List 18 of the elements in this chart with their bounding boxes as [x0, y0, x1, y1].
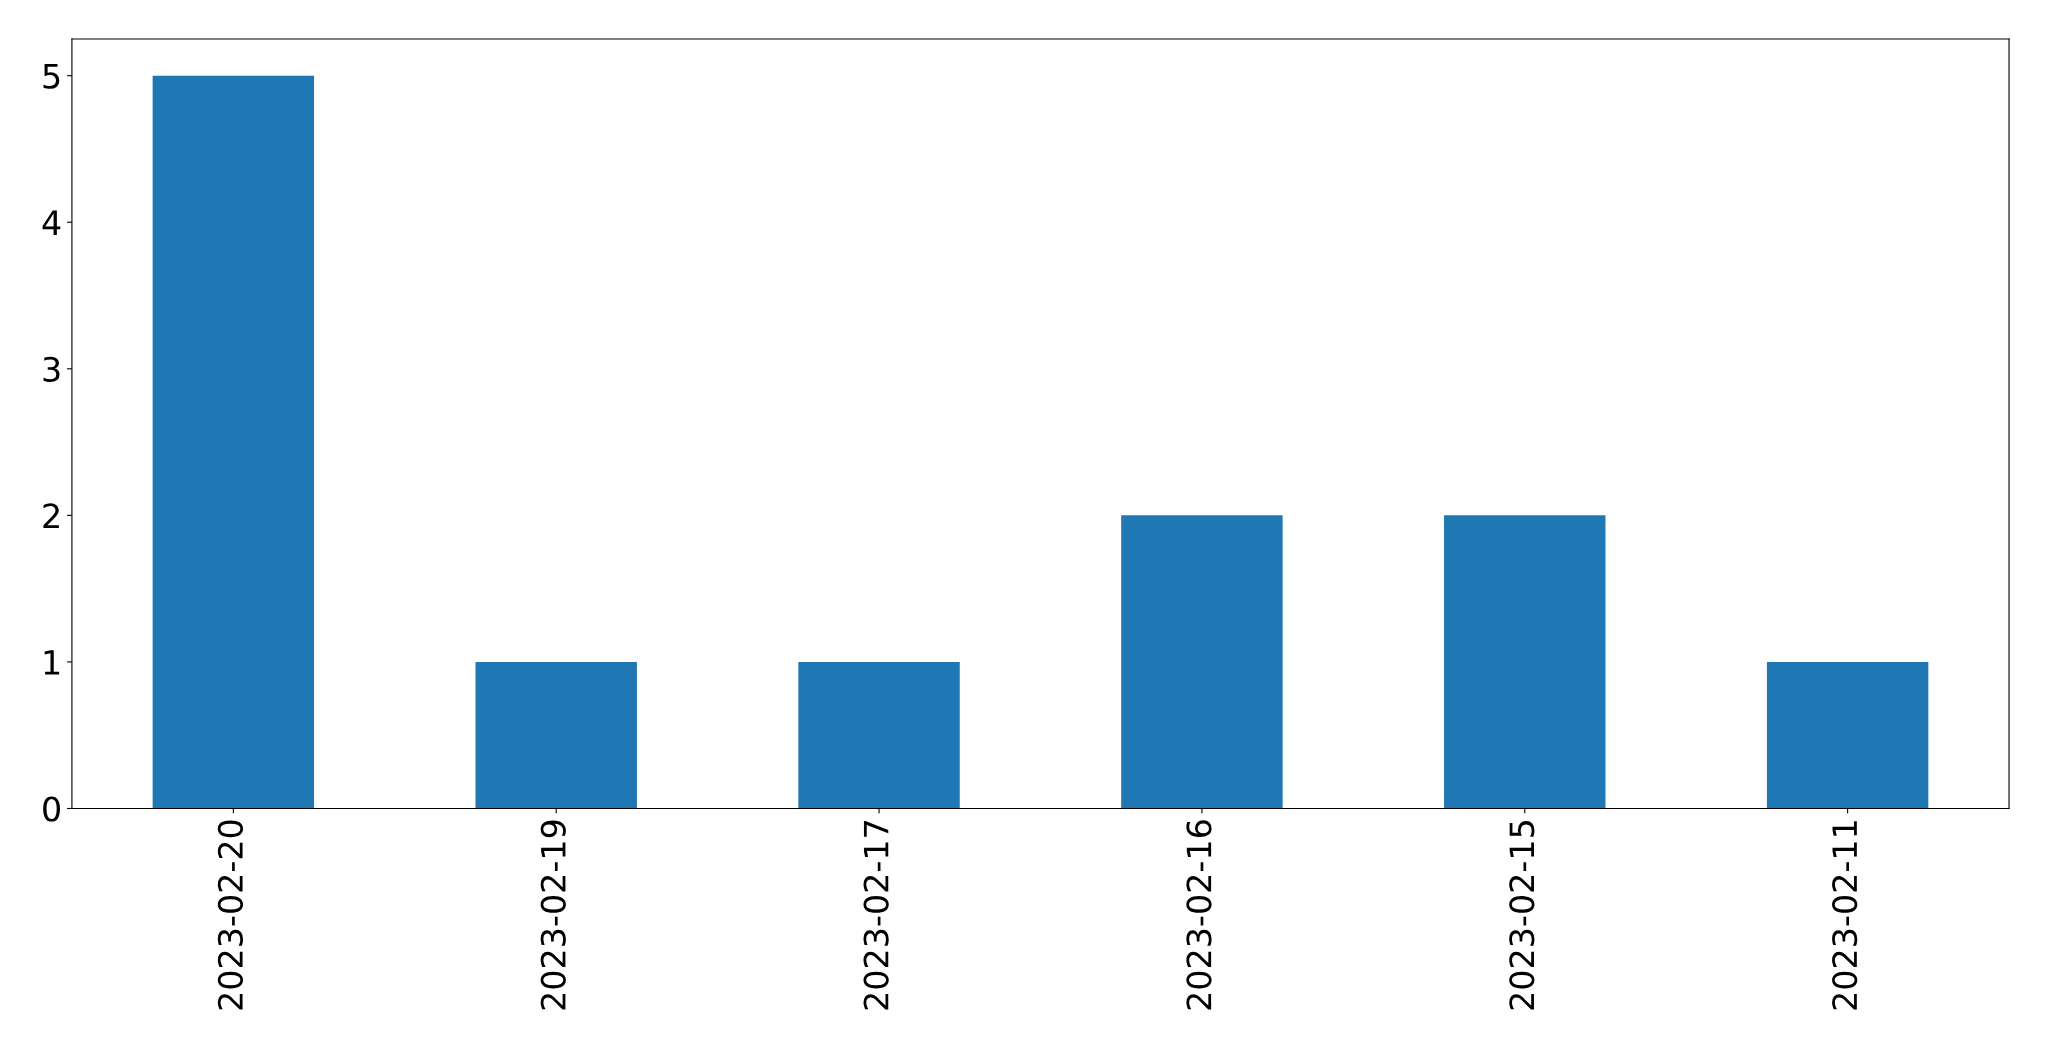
x-tick-label: 2023-02-16 — [1186, 820, 1212, 1010]
x-tick-label: 2023-02-20 — [217, 820, 244, 1010]
y-tick-label: 4 — [42, 210, 61, 235]
y-tick-label: 3 — [43, 356, 60, 382]
y-tick-label: 0 — [43, 796, 60, 822]
x-tick-label: 2023-02-15 — [1509, 821, 1535, 1010]
bar — [152, 75, 315, 809]
x-tick-label: 2023-02-19 — [540, 820, 566, 1010]
bar — [1444, 515, 1606, 809]
y-tick-label: 5 — [43, 64, 60, 89]
x-tick-label: 2023-02-17 — [863, 821, 889, 1010]
bar — [1766, 661, 1929, 809]
y-tick-label: 2 — [43, 503, 59, 529]
y-tick-label: 1 — [44, 650, 60, 675]
bar — [798, 661, 960, 809]
x-tick-label: 2023-02-11 — [1832, 821, 1858, 1010]
bar — [1121, 515, 1283, 809]
bar — [475, 661, 637, 809]
